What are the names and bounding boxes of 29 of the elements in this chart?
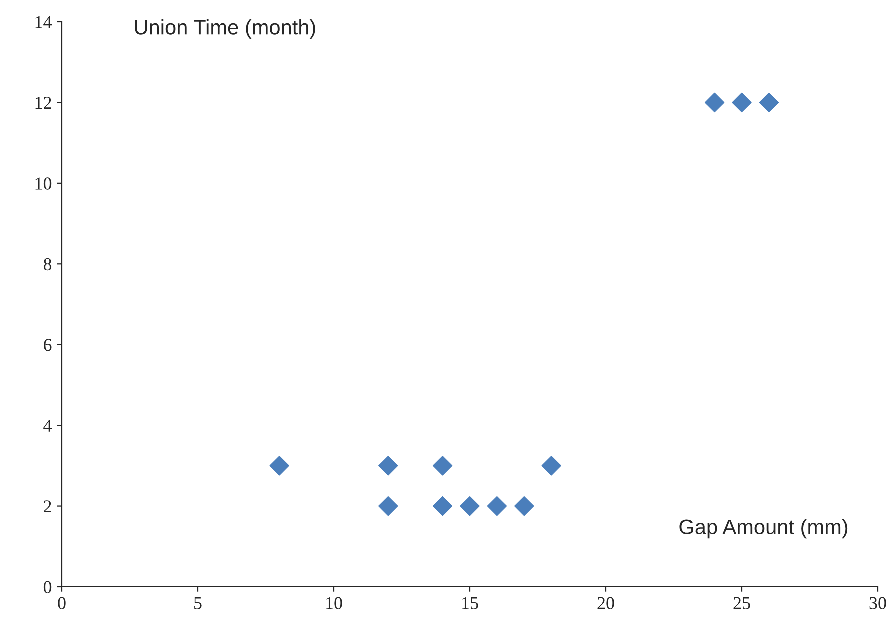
y-tick-label: 8 — [44, 258, 52, 271]
point — [432, 456, 453, 476]
point — [460, 496, 480, 516]
point — [732, 92, 752, 113]
x-tick-label: 5 — [194, 597, 202, 610]
point — [704, 92, 725, 113]
y-tick-label: 10 — [36, 178, 52, 190]
point — [514, 496, 534, 516]
point — [487, 496, 508, 516]
point — [759, 92, 780, 113]
x-tick-label: 10 — [326, 597, 342, 610]
point — [270, 456, 290, 476]
x-tick-label: 0 — [58, 597, 66, 610]
point — [432, 496, 453, 516]
y-tick-label: 0 — [44, 581, 52, 594]
y-tick-label: 4 — [44, 420, 52, 432]
point — [542, 456, 562, 476]
x-axis-title: Gap Amount (mm) — [680, 519, 848, 539]
y-tick-label: 6 — [44, 339, 52, 352]
x-tick-label: 15 — [462, 597, 478, 610]
y-axis-title: Union Time (month) — [135, 20, 316, 39]
x-tick-label: 20 — [598, 597, 614, 610]
point — [378, 456, 398, 476]
point — [378, 496, 398, 516]
y-tick-label: 2 — [44, 500, 52, 513]
y-tick-label: 14 — [36, 16, 52, 28]
x-tick-label: 30 — [870, 597, 886, 610]
y-tick-label: 12 — [36, 97, 52, 109]
x-tick-label: 25 — [734, 597, 750, 610]
